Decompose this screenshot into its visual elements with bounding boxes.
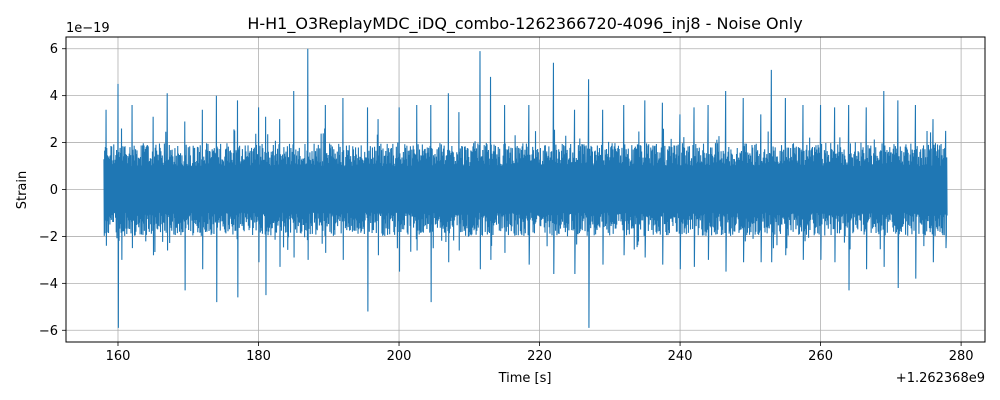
x-axis-offset-label: +1.262368e9: [896, 371, 985, 386]
x-axis-label: Time [s]: [498, 371, 552, 386]
x-tick-label: 260: [808, 349, 833, 364]
y-tick-label: −6: [39, 324, 58, 339]
x-tick-label: 160: [106, 349, 131, 364]
y-tick-label: 0: [50, 183, 58, 198]
y-axis-ticks: −6 −4 −2 0 2 4 6: [39, 42, 66, 339]
x-tick-label: 280: [949, 349, 974, 364]
y-tick-label: 2: [50, 136, 58, 151]
y-axis-scale-label: 1e−19: [66, 21, 110, 36]
y-tick-label: 4: [50, 89, 58, 104]
x-tick-label: 220: [527, 349, 552, 364]
chart-title: H-H1_O3ReplayMDC_iDQ_combo-1262366720-40…: [247, 14, 802, 34]
x-tick-label: 180: [246, 349, 271, 364]
y-tick-label: −4: [39, 277, 58, 292]
y-tick-label: −2: [39, 230, 58, 245]
x-axis-ticks: 160 180 200 220 240 260 280: [106, 342, 974, 364]
x-tick-label: 240: [668, 349, 693, 364]
strain-series-line: [103, 48, 948, 328]
y-axis-label: Strain: [15, 171, 30, 210]
data-series: [103, 48, 948, 328]
x-tick-label: 200: [387, 349, 412, 364]
y-tick-label: 6: [50, 42, 58, 57]
